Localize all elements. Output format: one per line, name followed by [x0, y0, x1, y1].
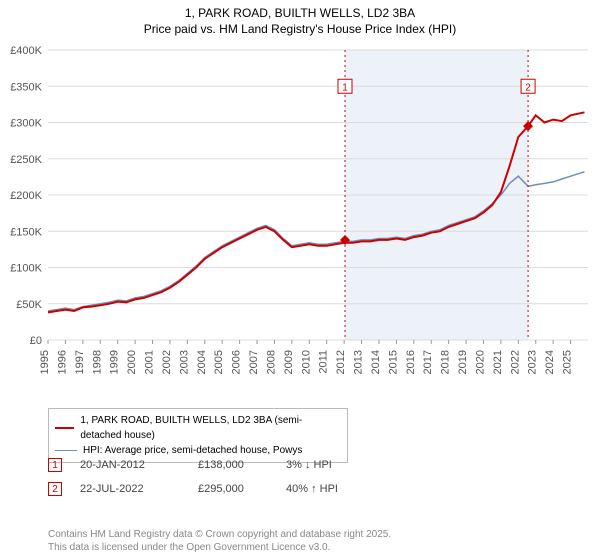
- sale-trend-1: 3% ↓ HPI: [286, 459, 376, 471]
- sale-price-2: £295,000: [198, 483, 268, 495]
- svg-text:£350K: £350K: [10, 81, 42, 93]
- svg-text:£400K: £400K: [10, 45, 42, 57]
- svg-text:£200K: £200K: [10, 190, 42, 202]
- sale-trend-2: 40% ↑ HPI: [286, 483, 376, 495]
- svg-text:2003: 2003: [178, 350, 190, 374]
- svg-text:1996: 1996: [56, 350, 68, 374]
- chart-svg: £0 £50K £100K £150K £200K £250K £300K £350K £400…: [0, 40, 600, 400]
- svg-text:1998: 1998: [91, 350, 103, 374]
- svg-text:2015: 2015: [387, 350, 399, 374]
- legend-label-hpi: HPI: Average price, semi-detached house,…: [83, 443, 302, 458]
- svg-text:1997: 1997: [74, 350, 86, 374]
- sale-marker-2: 2: [48, 482, 62, 496]
- svg-text:2020: 2020: [474, 350, 486, 374]
- svg-text:2007: 2007: [248, 350, 260, 374]
- svg-text:2009: 2009: [283, 350, 295, 374]
- svg-text:£250K: £250K: [10, 154, 42, 166]
- sale-date-1: 20-JAN-2012: [80, 459, 180, 471]
- chart-title-line2: Price paid vs. HM Land Registry's House …: [0, 22, 600, 38]
- sale-row-1: 1 20-JAN-2012 £138,000 3% ↓ HPI: [48, 458, 376, 472]
- footnote-line1: Contains HM Land Registry data © Crown c…: [48, 528, 391, 541]
- legend-swatch-subject: [55, 427, 74, 429]
- svg-text:2014: 2014: [370, 350, 382, 374]
- chart-title-line1: 1, PARK ROAD, BUILTH WELLS, LD2 3BA: [0, 6, 600, 22]
- svg-text:2022: 2022: [509, 350, 521, 374]
- svg-text:1: 1: [342, 82, 348, 93]
- svg-text:2019: 2019: [457, 350, 469, 374]
- svg-text:2013: 2013: [353, 350, 365, 374]
- legend-label-subject: 1, PARK ROAD, BUILTH WELLS, LD2 3BA (sem…: [80, 413, 341, 443]
- svg-text:2: 2: [525, 82, 531, 93]
- footnote: Contains HM Land Registry data © Crown c…: [48, 528, 391, 554]
- chart-title-block: 1, PARK ROAD, BUILTH WELLS, LD2 3BA Pric…: [0, 0, 600, 37]
- svg-text:£300K: £300K: [10, 118, 42, 130]
- svg-text:2011: 2011: [318, 350, 330, 374]
- svg-text:2017: 2017: [422, 350, 434, 374]
- svg-text:2021: 2021: [492, 350, 504, 374]
- svg-text:2018: 2018: [440, 350, 452, 374]
- sale-date-2: 22-JUL-2022: [80, 483, 180, 495]
- sale-row-2: 2 22-JUL-2022 £295,000 40% ↑ HPI: [48, 482, 376, 496]
- svg-text:2001: 2001: [144, 350, 156, 374]
- sale-price-1: £138,000: [198, 459, 268, 471]
- svg-text:2000: 2000: [126, 350, 138, 374]
- footnote-line2: This data is licensed under the Open Gov…: [48, 541, 391, 554]
- svg-text:2005: 2005: [213, 350, 225, 374]
- svg-text:£100K: £100K: [10, 263, 42, 275]
- svg-text:£50K: £50K: [16, 299, 42, 311]
- legend-swatch-hpi: [55, 450, 77, 451]
- svg-text:2002: 2002: [161, 350, 173, 374]
- legend-item-hpi: HPI: Average price, semi-detached house,…: [55, 443, 341, 458]
- svg-text:2023: 2023: [527, 350, 539, 374]
- svg-text:£0: £0: [30, 335, 42, 347]
- svg-text:2024: 2024: [544, 350, 556, 374]
- svg-text:2010: 2010: [300, 350, 312, 374]
- chart-container: £0 £50K £100K £150K £200K £250K £300K £350K £400…: [0, 40, 600, 400]
- svg-text:1999: 1999: [109, 350, 121, 374]
- svg-text:2004: 2004: [196, 350, 208, 374]
- sale-marker-1: 1: [48, 458, 62, 472]
- svg-text:2008: 2008: [265, 350, 277, 374]
- legend: 1, PARK ROAD, BUILTH WELLS, LD2 3BA (sem…: [48, 408, 348, 463]
- svg-text:2025: 2025: [562, 350, 574, 374]
- svg-text:2012: 2012: [335, 350, 347, 374]
- svg-text:2006: 2006: [231, 350, 243, 374]
- svg-text:2016: 2016: [405, 350, 417, 374]
- legend-item-subject: 1, PARK ROAD, BUILTH WELLS, LD2 3BA (sem…: [55, 413, 341, 443]
- svg-text:£150K: £150K: [10, 226, 42, 238]
- svg-text:1995: 1995: [39, 350, 51, 374]
